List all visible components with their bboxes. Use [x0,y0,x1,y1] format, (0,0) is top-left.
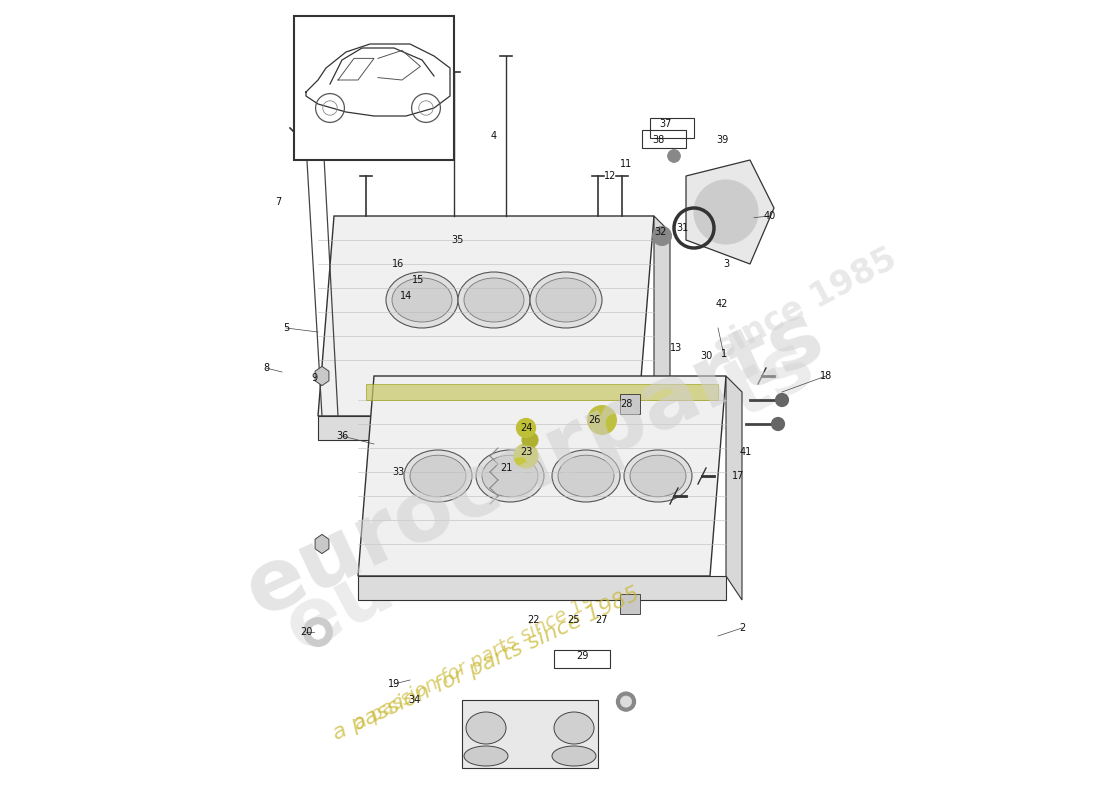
Text: 37: 37 [660,119,672,129]
Text: 21: 21 [499,463,513,473]
Text: a passion for parts since 1985: a passion for parts since 1985 [329,584,642,744]
Text: 19: 19 [388,679,400,689]
Ellipse shape [404,450,472,502]
Text: a passion for parts since 1985: a passion for parts since 1985 [352,578,620,734]
Text: 26: 26 [587,415,601,425]
Polygon shape [315,366,329,386]
Bar [642,130,686,148]
Text: 18: 18 [820,371,832,381]
Circle shape [616,692,636,711]
Ellipse shape [482,455,538,497]
Ellipse shape [552,450,620,502]
Text: 33: 33 [392,467,404,477]
Text: 30: 30 [700,351,712,361]
Bar [620,594,639,614]
Circle shape [522,432,538,448]
Text: 24: 24 [520,423,532,433]
Bar [650,118,694,138]
Text: 35: 35 [452,235,464,245]
Text: 15: 15 [411,275,425,285]
Circle shape [311,625,326,639]
Ellipse shape [410,455,466,497]
Text: 25: 25 [568,615,581,625]
Ellipse shape [386,272,458,328]
Text: 42: 42 [716,299,728,309]
Ellipse shape [530,272,602,328]
Polygon shape [318,416,654,440]
Ellipse shape [630,455,686,497]
Ellipse shape [554,712,594,744]
Text: 7: 7 [275,197,282,206]
Circle shape [587,406,616,434]
Text: 9: 9 [311,373,317,382]
Text: 41: 41 [740,447,752,457]
Polygon shape [315,534,329,554]
Ellipse shape [392,278,452,322]
Text: 40: 40 [763,211,777,221]
Circle shape [771,418,784,430]
Polygon shape [654,216,670,440]
Text: 4: 4 [491,131,497,141]
Text: 36: 36 [336,431,348,441]
Polygon shape [686,160,774,264]
Text: 20: 20 [300,627,312,637]
Bar [620,394,639,414]
Polygon shape [358,576,726,600]
Text: 14: 14 [400,291,412,301]
Polygon shape [366,384,718,400]
Circle shape [620,696,631,707]
Ellipse shape [466,712,506,744]
Ellipse shape [536,278,596,322]
Text: 13: 13 [670,343,682,353]
Text: 28: 28 [619,399,632,409]
Circle shape [668,150,681,162]
Text: since 1985: since 1985 [710,242,903,366]
Polygon shape [726,376,742,600]
Polygon shape [318,216,654,416]
Circle shape [514,444,538,468]
Bar [554,650,610,668]
Text: 2: 2 [739,623,745,633]
Text: 8: 8 [263,363,270,373]
Text: 11: 11 [620,159,632,169]
Circle shape [694,180,758,244]
Circle shape [516,418,536,438]
Text: 23: 23 [520,447,532,457]
Circle shape [304,618,332,646]
Ellipse shape [464,746,508,766]
Ellipse shape [558,455,614,497]
Text: eurocarparts: eurocarparts [273,324,827,668]
Text: 17: 17 [732,471,745,481]
Text: 38: 38 [652,135,664,145]
Text: 12: 12 [604,171,616,181]
Text: 3: 3 [723,259,729,269]
Polygon shape [358,376,726,576]
Text: 27: 27 [596,615,608,625]
Ellipse shape [552,746,596,766]
Text: 29: 29 [575,651,589,661]
Ellipse shape [464,278,524,322]
Text: 34: 34 [408,695,420,705]
Text: 39: 39 [716,135,728,145]
Polygon shape [462,700,598,768]
Ellipse shape [458,272,530,328]
Text: 1: 1 [720,349,727,358]
Ellipse shape [624,450,692,502]
Circle shape [652,226,672,246]
Text: 22: 22 [528,615,540,625]
Text: eurocarparts: eurocarparts [232,294,836,634]
Circle shape [776,394,789,406]
Text: 31: 31 [675,223,689,233]
Ellipse shape [476,450,544,502]
Text: 32: 32 [654,227,667,237]
Text: 5: 5 [283,323,289,333]
Text: 16: 16 [392,259,404,269]
Bar [294,16,454,160]
